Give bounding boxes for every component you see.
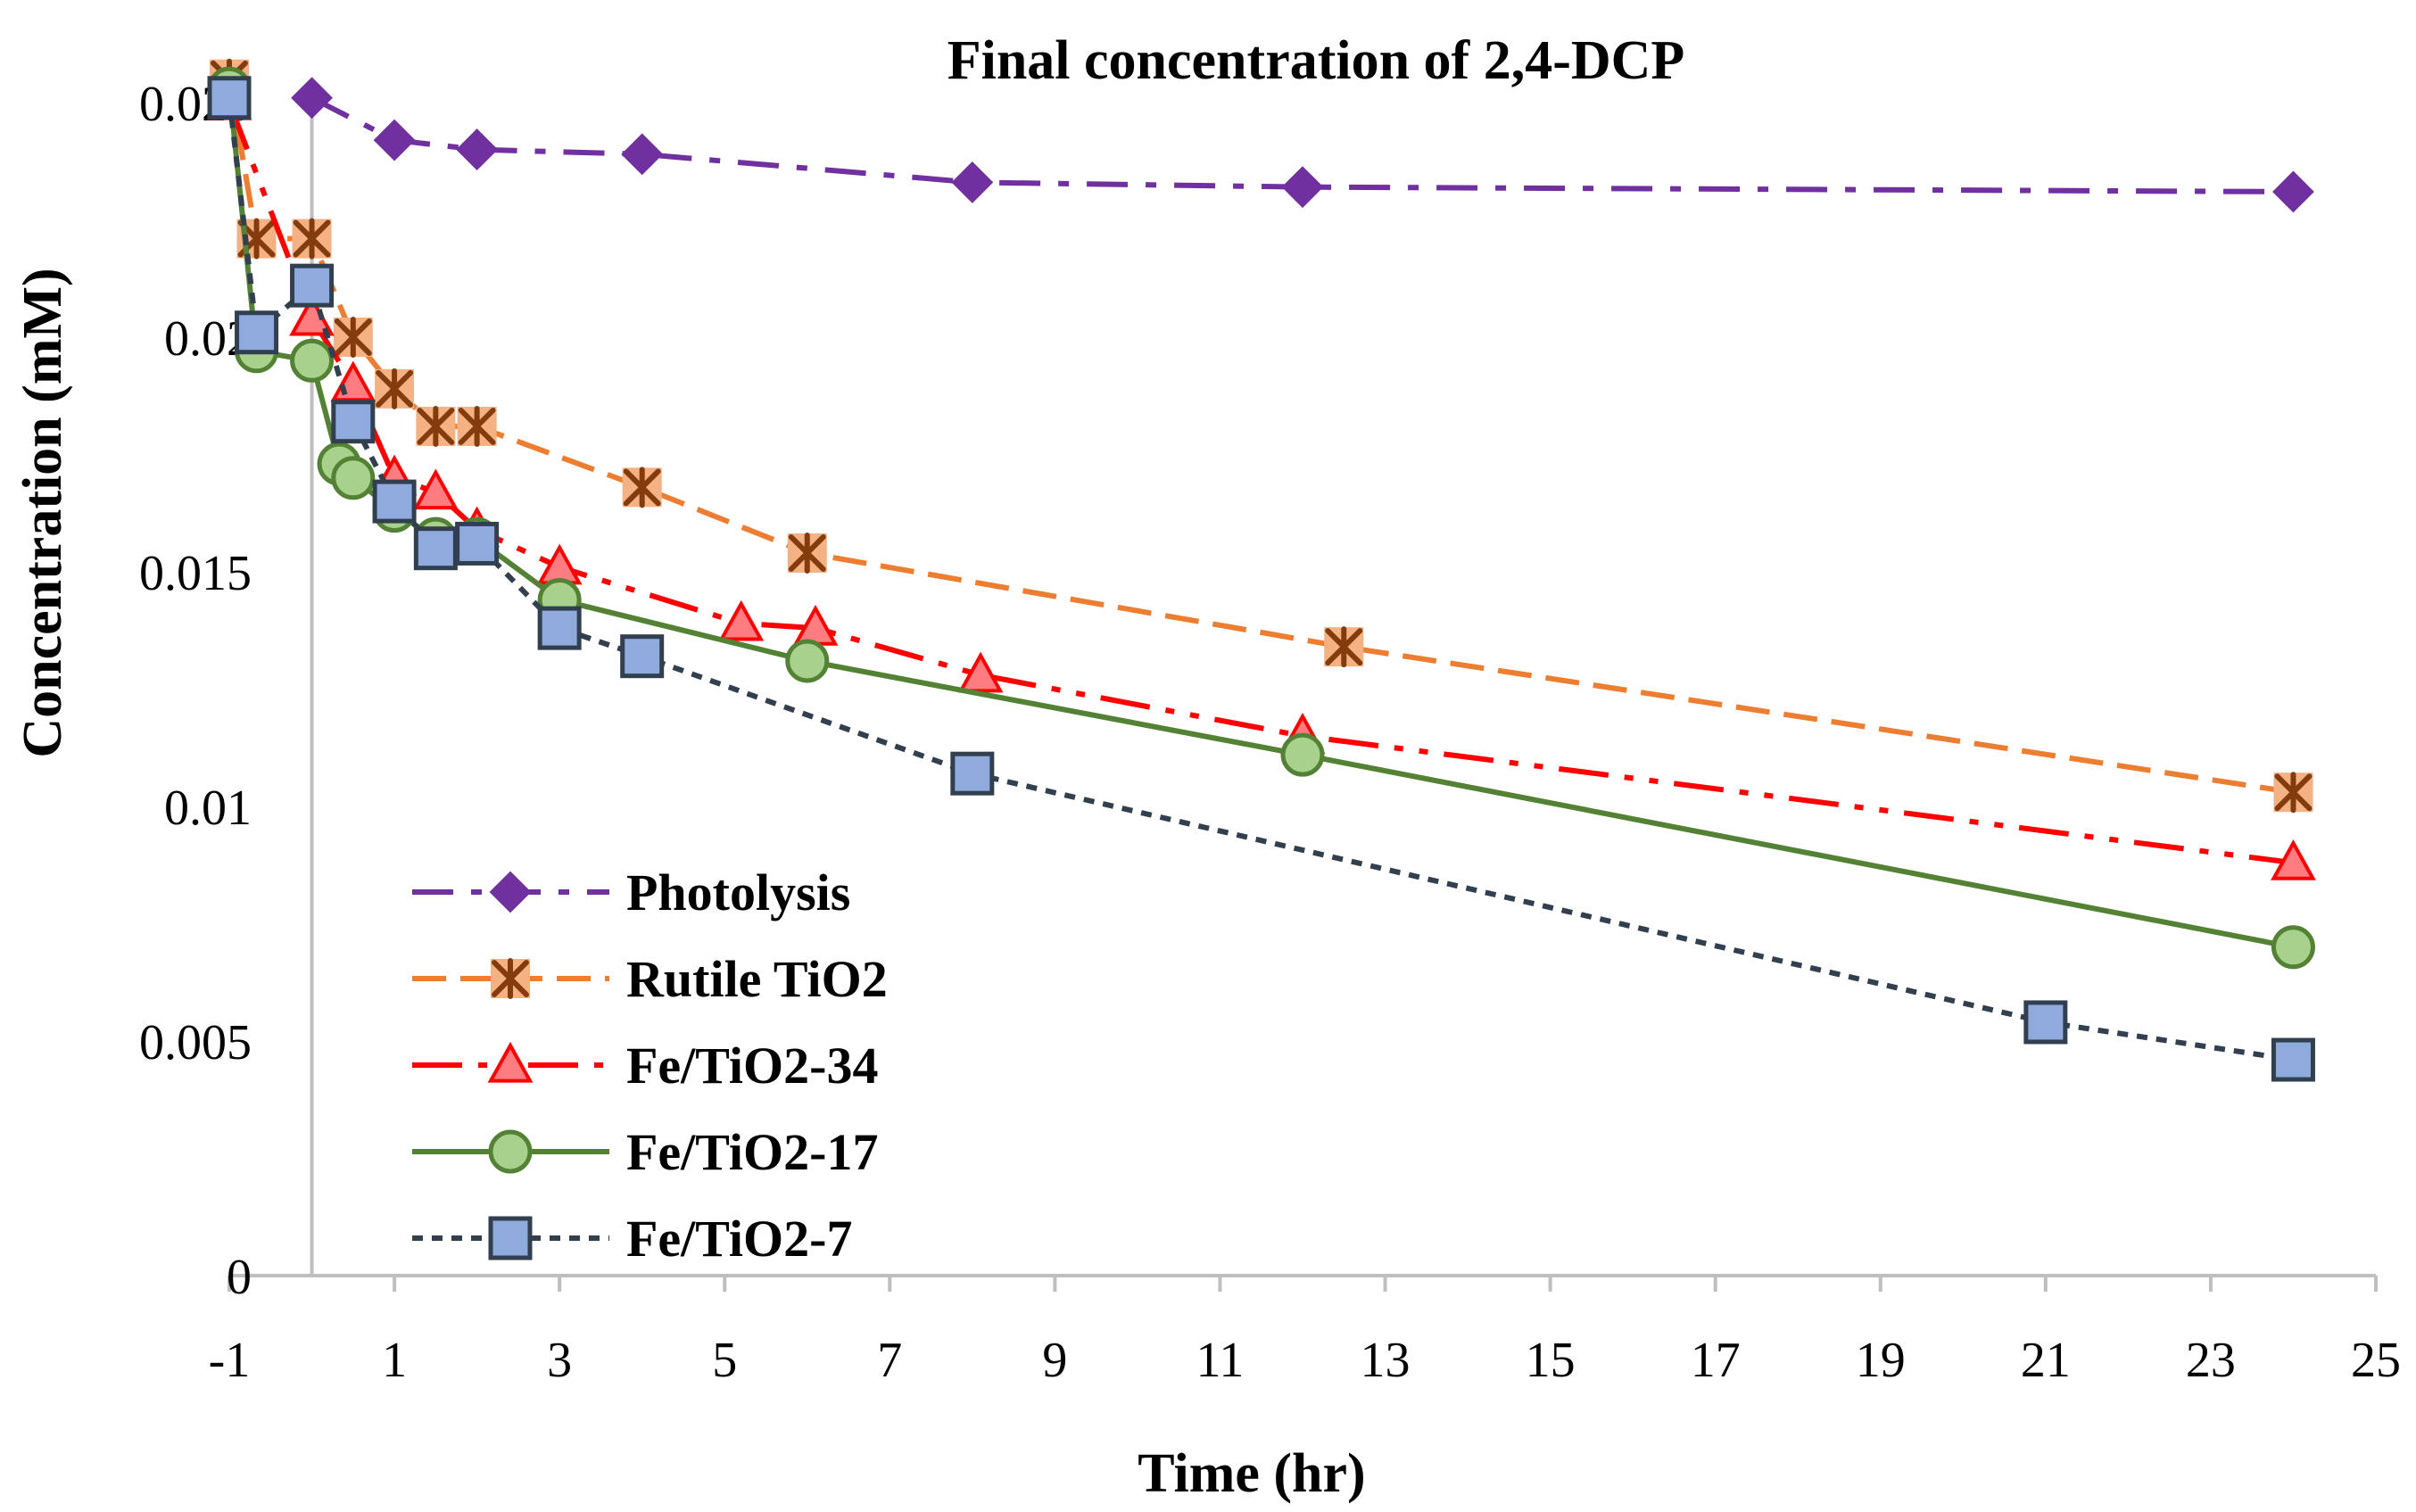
data-point-rutile-tio2 xyxy=(2273,772,2313,814)
legend-label-fe-tio2-7: Fe/TiO2-7 xyxy=(626,1210,852,1268)
data-point-fe-tio2-7 xyxy=(950,751,995,796)
x-tick-label: 11 xyxy=(1196,1333,1245,1388)
marker-cross xyxy=(293,218,331,260)
marker-cross xyxy=(492,958,529,999)
y-tick-label: 0.015 xyxy=(139,546,252,601)
x-tick-label: 17 xyxy=(1691,1333,1741,1388)
x-tick-label: 23 xyxy=(2186,1333,2236,1388)
data-point-fe-tio2-7 xyxy=(235,310,279,355)
data-point-photolysis xyxy=(2272,170,2314,213)
legend-marker-rutile-tio2 xyxy=(491,958,530,999)
data-point-fe-tio2-34 xyxy=(412,468,459,510)
data-point-fe-tio2-7 xyxy=(2023,1000,2068,1045)
data-point-rutile-tio2 xyxy=(375,368,415,409)
legend-item-fe-tio2-17: Fe/TiO2-17 xyxy=(412,1123,878,1181)
x-tick-label: -1 xyxy=(209,1333,251,1388)
legend-label-fe-tio2-34: Fe/TiO2-34 xyxy=(626,1037,878,1095)
legend: Photolysis Rutile TiO2 Fe/TiO2-34 Fe/TiO2-1… xyxy=(412,863,888,1268)
y-tick-label: 0.01 xyxy=(164,781,252,836)
marker-cross xyxy=(623,467,661,508)
chart-title: Final concentration of 2,4-DCP xyxy=(947,30,1685,91)
data-point-fe-tio2-7 xyxy=(372,479,417,524)
data-point-photolysis xyxy=(951,161,994,203)
data-point-fe-tio2-34 xyxy=(2271,839,2316,880)
data-point-fe-tio2-34 xyxy=(536,543,583,585)
data-point-fe-tio2-7 xyxy=(331,400,376,444)
marker-cross xyxy=(788,532,826,574)
legend-item-fe-tio2-34: Fe/TiO2-34 xyxy=(412,1037,878,1095)
data-point-photolysis xyxy=(1281,166,1324,209)
x-tick-label: 21 xyxy=(2021,1333,2071,1388)
y-tick-label: 0 xyxy=(227,1250,252,1305)
x-tick-label: 1 xyxy=(382,1333,407,1388)
y-axis-title: Concentration (mM) xyxy=(12,268,73,757)
data-point-photolysis xyxy=(621,133,664,176)
legend-marker-fe-tio2-17 xyxy=(488,1129,533,1174)
data-point-rutile-tio2 xyxy=(1324,626,1364,668)
marker-cross xyxy=(1325,626,1363,668)
marker-cross xyxy=(2274,772,2313,814)
data-point-rutile-tio2 xyxy=(457,405,497,447)
x-tick-label: 7 xyxy=(877,1333,902,1388)
data-point-fe-tio2-7 xyxy=(207,76,252,120)
data-point-fe-tio2-17 xyxy=(2271,925,2315,970)
data-point-fe-tio2-7 xyxy=(413,526,458,571)
data-point-rutile-tio2 xyxy=(416,405,456,447)
marker-cross xyxy=(458,405,496,447)
x-tick-label: 5 xyxy=(712,1333,737,1388)
data-point-fe-tio2-7 xyxy=(620,634,665,679)
marker-cross xyxy=(334,317,372,358)
legend-item-photolysis: Photolysis xyxy=(412,863,850,921)
x-tick-label: 3 xyxy=(547,1333,572,1388)
series-line-fe-tio2-34 xyxy=(227,101,2294,866)
series-rutile-tio2 xyxy=(210,58,2313,814)
series-line-rutile-tio2 xyxy=(227,78,2294,796)
legend-marker-fe-tio2-34 xyxy=(487,1041,534,1083)
x-tick-label: 19 xyxy=(1856,1333,1906,1388)
data-point-photolysis xyxy=(373,119,416,161)
data-point-fe-tio2-17 xyxy=(331,456,376,500)
data-point-fe-tio2-17 xyxy=(1280,732,1325,777)
series-line-fe-tio2-17 xyxy=(227,87,2295,950)
legend-label-rutile-tio2: Rutile TiO2 xyxy=(626,950,888,1008)
data-point-fe-tio2-7 xyxy=(2271,1037,2315,1082)
x-tick-label: 15 xyxy=(1526,1333,1576,1388)
x-tick-label: 25 xyxy=(2351,1333,2401,1388)
legend-item-fe-tio2-7: Fe/TiO2-7 xyxy=(412,1210,852,1268)
data-point-rutile-tio2 xyxy=(292,218,332,260)
data-point-rutile-tio2 xyxy=(333,317,373,358)
data-point-fe-tio2-17 xyxy=(290,338,335,383)
data-point-fe-tio2-7 xyxy=(455,521,500,566)
x-tick-label: 13 xyxy=(1361,1333,1411,1388)
legend-marker-photolysis xyxy=(489,871,532,913)
legend-item-rutile-tio2: Rutile TiO2 xyxy=(412,950,888,1008)
legend-marker-fe-tio2-7 xyxy=(488,1216,533,1260)
y-tick-label: 0.005 xyxy=(139,1015,252,1070)
data-point-fe-tio2-17 xyxy=(785,639,830,683)
data-point-fe-tio2-7 xyxy=(537,606,582,650)
data-point-photolysis xyxy=(456,128,499,171)
marker-cross xyxy=(376,368,414,409)
x-tick-label: 9 xyxy=(1042,1333,1067,1388)
series-fe-tio2-7 xyxy=(207,76,2315,1082)
marker-cross xyxy=(417,405,455,447)
x-axis-title: Time (hr) xyxy=(1138,1443,1365,1504)
series-fe-tio2-34 xyxy=(206,78,2316,880)
series-layer xyxy=(206,58,2316,1082)
series-line-fe-tio2-7 xyxy=(227,97,2294,1063)
series-fe-tio2-17 xyxy=(207,66,2315,970)
legend-label-photolysis: Photolysis xyxy=(626,863,850,921)
data-point-fe-tio2-7 xyxy=(290,263,335,308)
series-photolysis xyxy=(291,77,2314,213)
data-point-rutile-tio2 xyxy=(622,467,662,508)
axes: -1 1 3 5 7 9 11 13 15 17 19 21 23 2500.0050.010.0150.… xyxy=(139,77,2401,1388)
data-point-rutile-tio2 xyxy=(787,532,827,574)
data-point-fe-tio2-34 xyxy=(957,651,1004,693)
legend-label-fe-tio2-17: Fe/TiO2-17 xyxy=(626,1123,878,1181)
data-point-fe-tio2-34 xyxy=(718,599,765,641)
data-point-photolysis xyxy=(291,77,333,120)
